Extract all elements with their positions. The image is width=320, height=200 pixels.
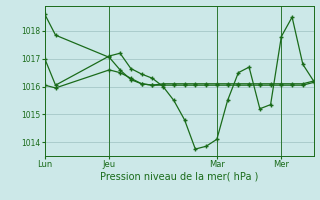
X-axis label: Pression niveau de la mer( hPa ): Pression niveau de la mer( hPa ): [100, 172, 258, 182]
